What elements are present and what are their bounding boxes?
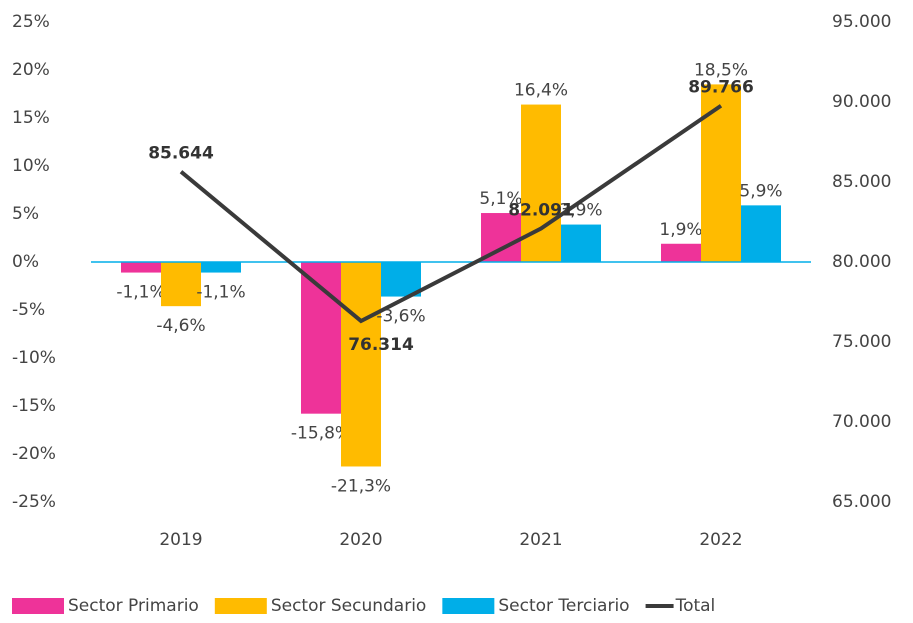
bar bbox=[661, 243, 701, 262]
y-tick-label: -25% bbox=[12, 492, 56, 512]
y-tick-label: 15% bbox=[12, 108, 50, 128]
bar bbox=[741, 205, 781, 262]
y2-tick-label: 70.000 bbox=[832, 412, 891, 432]
x-tick-label: 2022 bbox=[699, 530, 742, 550]
bar-label: -1,1% bbox=[196, 283, 245, 303]
bar bbox=[301, 262, 341, 414]
bar-label: 3,9% bbox=[559, 201, 602, 221]
y2-tick-label: 85.000 bbox=[832, 172, 891, 192]
legend-label: Sector Secundario bbox=[271, 596, 427, 616]
y-tick-label: -5% bbox=[12, 300, 45, 320]
x-tick-label: 2019 bbox=[159, 530, 202, 550]
bar bbox=[701, 84, 741, 263]
bar-label: -15,8% bbox=[291, 424, 351, 444]
legend-label: Total bbox=[675, 596, 716, 616]
y2-tick-label: 75.000 bbox=[832, 332, 891, 352]
y-tick-label: -15% bbox=[12, 396, 56, 416]
bar bbox=[381, 262, 421, 297]
bar bbox=[121, 262, 161, 273]
bar bbox=[341, 262, 381, 467]
total-label: 85.644 bbox=[148, 144, 214, 164]
bar bbox=[561, 224, 601, 262]
y-tick-label: -10% bbox=[12, 348, 56, 368]
bar bbox=[161, 262, 201, 307]
y2-tick-label: 95.000 bbox=[832, 12, 891, 32]
y-tick-label: 5% bbox=[12, 204, 39, 224]
y2-tick-label: 80.000 bbox=[832, 252, 891, 272]
bar bbox=[201, 262, 241, 273]
y-tick-label: 10% bbox=[12, 156, 50, 176]
bar bbox=[521, 104, 561, 262]
bar-label: -1,1% bbox=[116, 283, 165, 303]
total-label: 76.314 bbox=[348, 335, 414, 355]
y-tick-label: 20% bbox=[12, 60, 50, 80]
legend-swatch bbox=[12, 598, 64, 614]
legend-swatch bbox=[442, 598, 495, 614]
bar-label: -21,3% bbox=[331, 476, 391, 496]
bar-label: 5,1% bbox=[479, 189, 522, 209]
y-tick-label: -20% bbox=[12, 444, 56, 464]
y2-tick-label: 65.000 bbox=[832, 492, 891, 512]
bar-label: -4,6% bbox=[156, 316, 205, 336]
y-tick-label: 0% bbox=[12, 252, 39, 272]
x-tick-label: 2021 bbox=[519, 530, 562, 550]
total-label: 82.091 bbox=[508, 201, 574, 221]
legend-label: Sector Primario bbox=[68, 596, 199, 616]
x-tick-label: 2020 bbox=[339, 530, 382, 550]
legend-label: Sector Terciario bbox=[498, 596, 629, 616]
total-line bbox=[179, 104, 723, 324]
y2-tick-label: 90.000 bbox=[832, 92, 891, 112]
bar-label: -3,6% bbox=[376, 307, 425, 327]
bar-label: 1,9% bbox=[659, 220, 702, 240]
y-tick-label: 25% bbox=[12, 12, 50, 32]
legend-swatch bbox=[214, 598, 267, 614]
bar-label: 5,9% bbox=[739, 181, 782, 201]
bar-label: 18,5% bbox=[694, 60, 748, 80]
total-label: 89.766 bbox=[688, 78, 754, 98]
bar-label: 16,4% bbox=[514, 81, 568, 101]
